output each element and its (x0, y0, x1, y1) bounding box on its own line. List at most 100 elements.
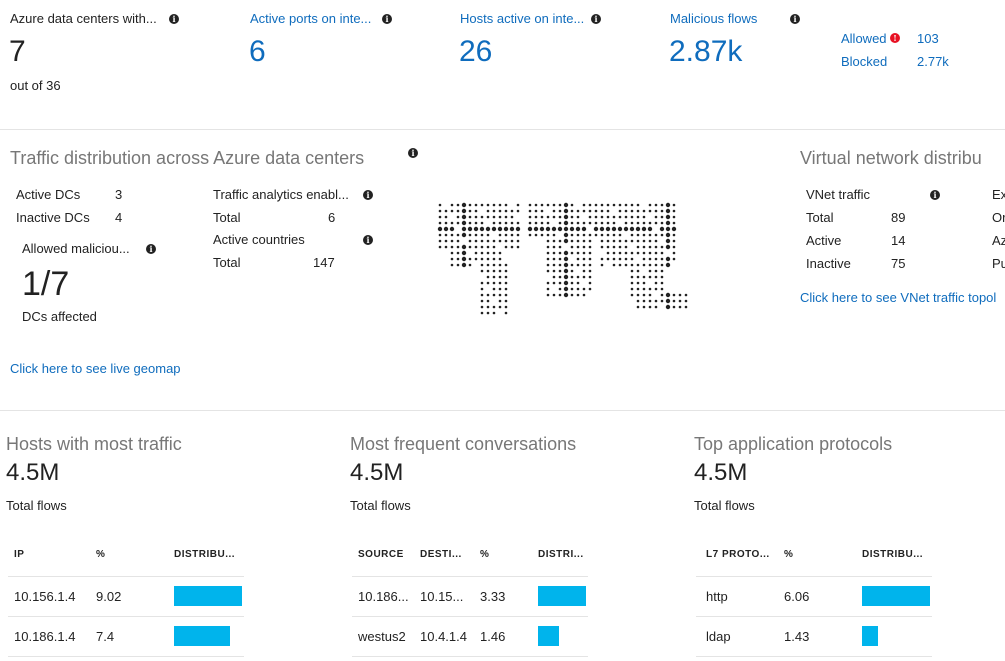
map-dot (498, 209, 502, 213)
map-dot (570, 239, 574, 243)
map-dot (563, 238, 569, 244)
map-dot (654, 245, 658, 249)
map-dot (576, 275, 580, 279)
map-dot (498, 269, 502, 273)
map-dot (498, 281, 502, 285)
map-dot (504, 239, 508, 243)
map-dot (563, 226, 569, 232)
map-dot (570, 287, 574, 291)
map-dot (461, 220, 467, 226)
geomap-link[interactable]: Click here to see live geomap (10, 361, 181, 376)
breakdown-label[interactable]: Blocked (841, 54, 888, 69)
map-dot (648, 203, 652, 207)
map-dot (642, 251, 646, 255)
map-dot (474, 215, 478, 219)
map-dot (635, 226, 641, 232)
kpi-label[interactable]: Hosts active on inte... (460, 11, 585, 26)
map-dot (504, 281, 508, 285)
map-dot (678, 293, 682, 297)
map-dot (618, 239, 622, 243)
breakdown-value[interactable]: 2.77k (917, 54, 949, 69)
map-dot (624, 245, 628, 249)
map-dot (594, 215, 598, 219)
map-dot (563, 268, 569, 274)
map-dot (588, 245, 592, 249)
map-dot (648, 269, 652, 273)
map-dot (660, 215, 664, 219)
big-value: 1/7 (22, 265, 70, 303)
map-dot (492, 203, 496, 207)
map-dot (570, 209, 574, 213)
map-dot (438, 245, 442, 249)
map-dot (672, 305, 676, 309)
map-dot (486, 275, 490, 279)
map-dot (606, 233, 610, 237)
info-icon: i (363, 235, 373, 245)
map-dot (516, 221, 520, 225)
kpi-value[interactable]: 6 (249, 35, 266, 68)
map-dot (600, 245, 604, 249)
map-dot (486, 263, 490, 267)
map-dot (486, 215, 490, 219)
map-dot (630, 281, 634, 285)
map-dot (480, 299, 484, 303)
map-dot (612, 245, 616, 249)
map-dot (594, 209, 598, 213)
map-dot (606, 221, 610, 225)
map-dot (456, 245, 460, 249)
map-dot (558, 257, 562, 261)
map-dot (588, 209, 592, 213)
stat-label: Az (992, 233, 1005, 248)
map-dot (654, 281, 658, 285)
map-dot (534, 233, 538, 237)
section-title: Virtual network distribu (800, 148, 982, 168)
map-dot (498, 233, 502, 237)
map-dot (588, 281, 592, 285)
kpi-value[interactable]: 26 (459, 35, 493, 68)
map-dot (450, 233, 454, 237)
map-dot (480, 203, 484, 207)
kpi-label[interactable]: Malicious flows (670, 11, 758, 26)
map-dot (492, 251, 496, 255)
map-dot (648, 293, 652, 297)
map-dot (461, 244, 467, 250)
stat-label: Total (213, 210, 241, 225)
map-dot (618, 203, 622, 207)
map-dot (648, 305, 652, 309)
map-dot (534, 221, 538, 225)
stat-label: Inactive (806, 256, 851, 271)
map-dot (654, 203, 658, 207)
divider (0, 410, 1005, 411)
kpi-label[interactable]: Active ports on inte... (250, 11, 372, 26)
map-dot (630, 221, 634, 225)
map-dot (582, 221, 586, 225)
map-dot (552, 215, 556, 219)
map-dot (546, 263, 550, 267)
breakdown-value[interactable]: 103 (917, 31, 939, 46)
map-dot (540, 203, 544, 207)
map-dot (654, 233, 658, 237)
map-dot (570, 215, 574, 219)
panel-total-label: Total flows (6, 498, 67, 513)
map-dot (606, 203, 610, 207)
map-dot (678, 305, 682, 309)
info-icon: i (408, 148, 418, 158)
map-dot (636, 299, 640, 303)
map-dot (660, 209, 664, 213)
map-dot (504, 221, 508, 225)
kpi-value[interactable]: 2.87k (669, 35, 743, 68)
map-dot (648, 209, 652, 213)
map-dot (618, 245, 622, 249)
map-dot (624, 215, 628, 219)
map-dot (618, 251, 622, 255)
map-dot (624, 221, 628, 225)
map-dot (480, 221, 484, 225)
map-dot (558, 245, 562, 249)
breakdown-label[interactable]: Allowed (841, 31, 887, 46)
vnet-link[interactable]: Click here to see VNet traffic topol (800, 290, 997, 305)
map-dot (588, 251, 592, 255)
map-dot (636, 281, 640, 285)
column-header: % (480, 549, 490, 560)
map-dot (654, 251, 658, 255)
map-dot (630, 233, 634, 237)
